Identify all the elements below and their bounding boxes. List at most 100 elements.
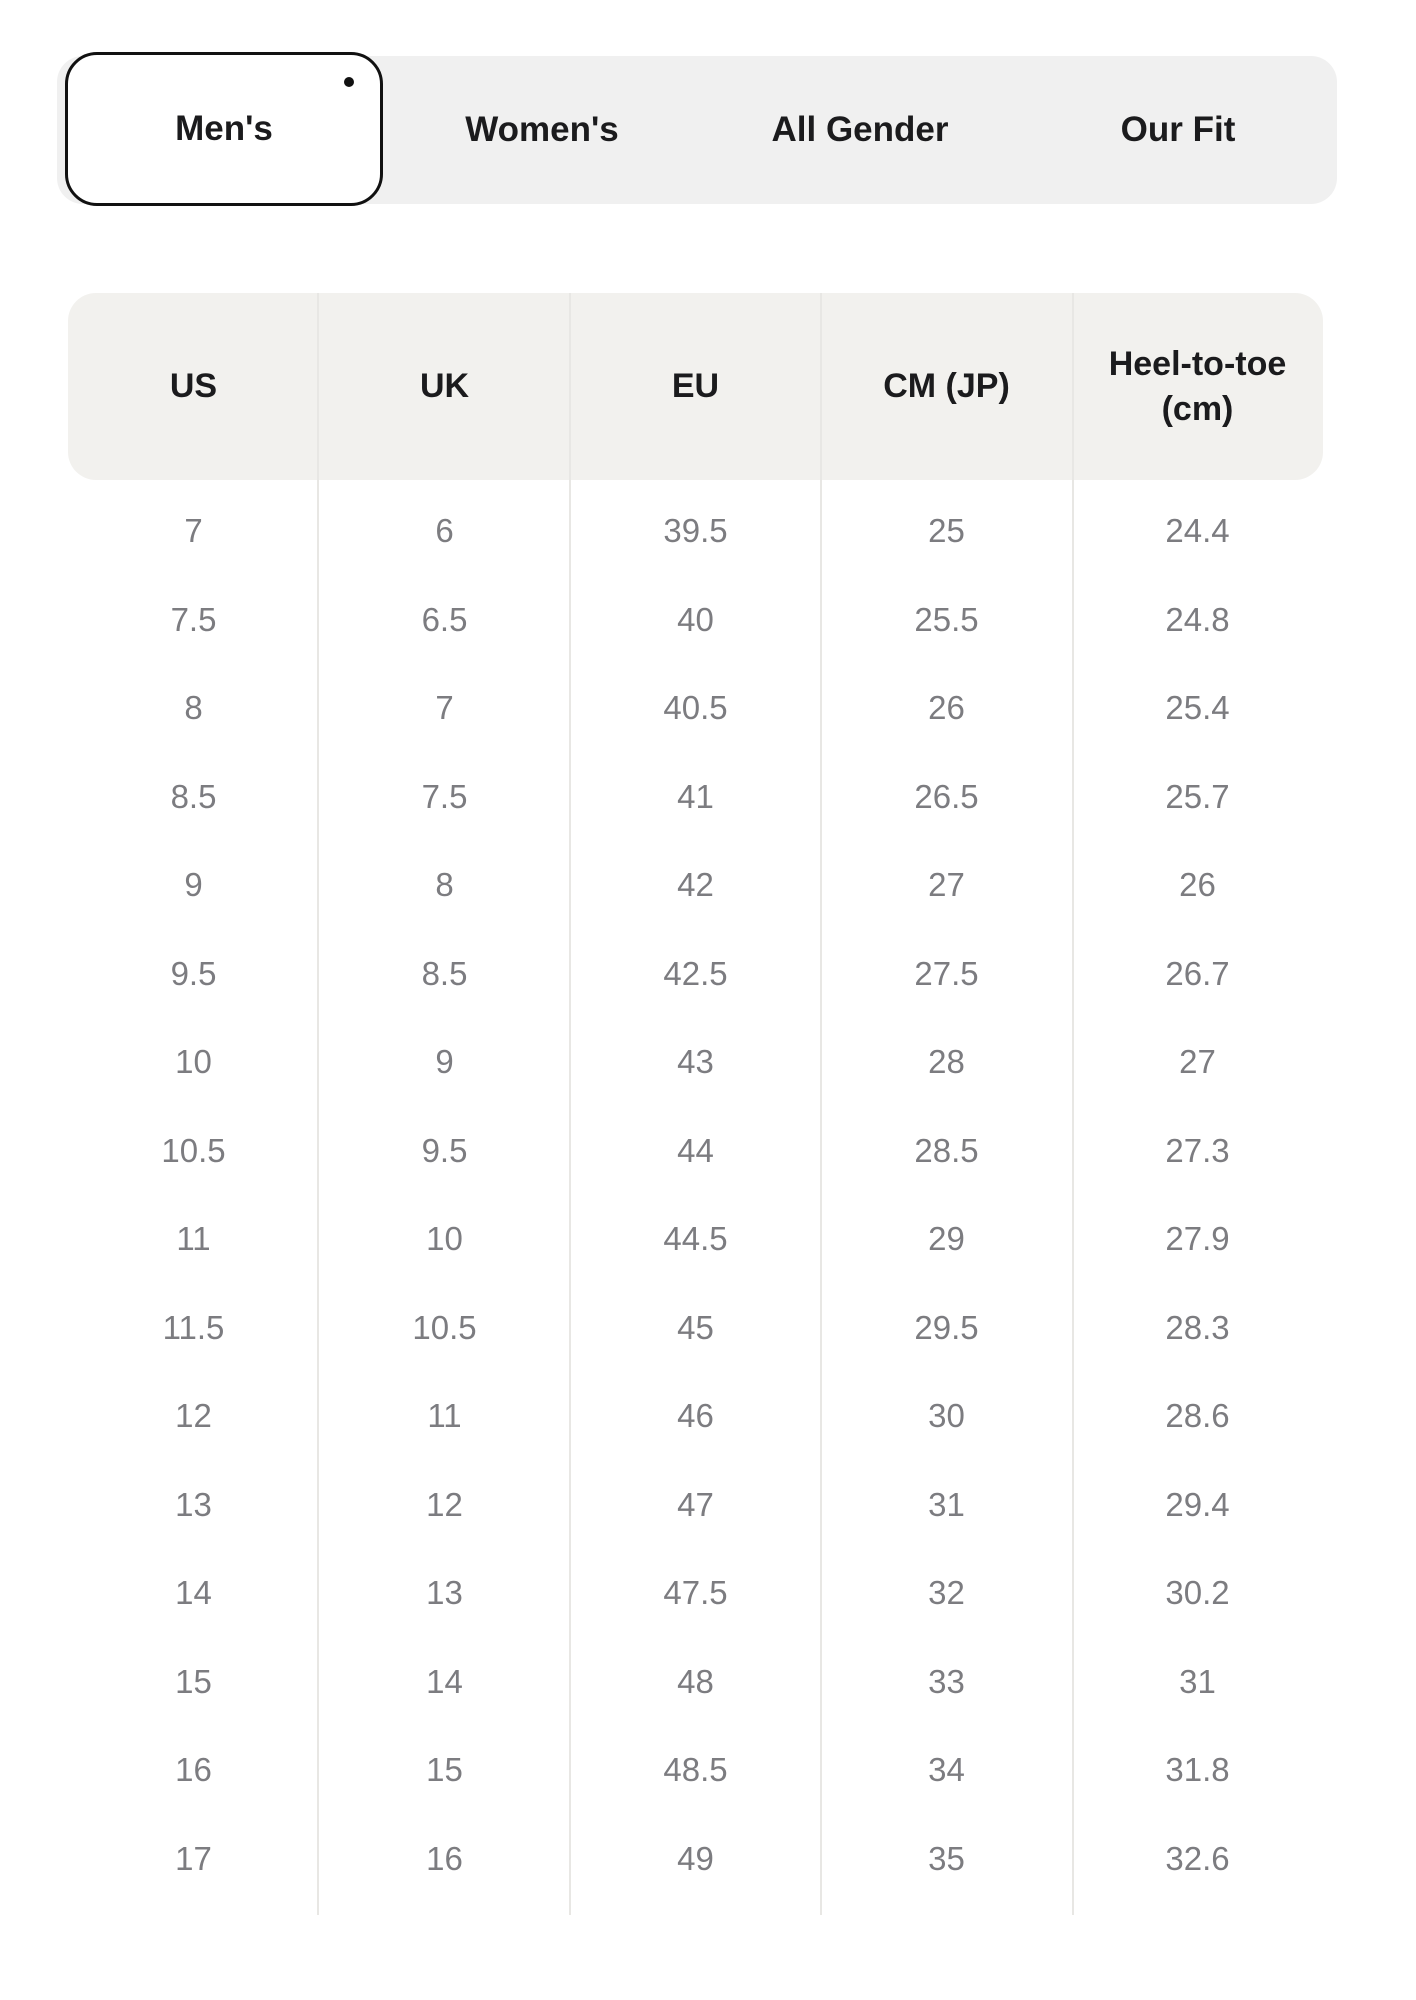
tab-label: Men's bbox=[175, 109, 273, 148]
size-cell: 7 bbox=[184, 512, 203, 550]
size-cell: 32 bbox=[928, 1574, 965, 1612]
size-cell: 31.8 bbox=[1165, 1751, 1230, 1789]
size-chart-body: 7 6 39.5 25 24.4 7.5 6.5 40 25.5 24.8 8 7 40.5 26 25.4… bbox=[68, 480, 1323, 1903]
size-cell: 31 bbox=[1179, 1662, 1216, 1700]
column-divider bbox=[1072, 293, 1074, 1915]
size-cell: 24.4 bbox=[1165, 512, 1230, 550]
column-header-heel-to-toe-cm: Heel-to-toe (cm) bbox=[1108, 345, 1287, 428]
tab-label: Our Fit bbox=[1120, 110, 1236, 149]
size-cell: 28.5 bbox=[914, 1131, 979, 1169]
column-divider bbox=[317, 293, 319, 1915]
size-cell: 26.5 bbox=[914, 777, 979, 815]
size-cell: 6.5 bbox=[421, 600, 468, 638]
size-cell: 15 bbox=[426, 1751, 463, 1789]
size-cell: 13 bbox=[175, 1485, 212, 1523]
size-cell: 48.5 bbox=[663, 1751, 728, 1789]
size-cell: 28 bbox=[928, 1043, 965, 1081]
size-cell: 40.5 bbox=[663, 689, 728, 727]
size-cell: 28.3 bbox=[1165, 1308, 1230, 1346]
size-chart-header-row: US UK EU CM (JP) Heel-to-toe (cm) bbox=[68, 293, 1323, 480]
size-cell: 26 bbox=[1179, 866, 1216, 904]
size-cell: 17 bbox=[175, 1839, 212, 1877]
size-cell: 26.7 bbox=[1165, 954, 1230, 992]
size-cell: 9 bbox=[435, 1043, 454, 1081]
size-cell: 44 bbox=[677, 1131, 714, 1169]
size-cell: 10.5 bbox=[161, 1131, 226, 1169]
size-cell: 25.5 bbox=[914, 600, 979, 638]
size-cell: 27.9 bbox=[1165, 1220, 1230, 1258]
tab-all-gender[interactable]: All Gender bbox=[701, 56, 1019, 204]
size-cell: 44.5 bbox=[663, 1220, 728, 1258]
size-cell: 31 bbox=[928, 1485, 965, 1523]
column-divider bbox=[820, 293, 822, 1915]
size-cell: 49 bbox=[677, 1839, 714, 1877]
size-cell: 29 bbox=[928, 1220, 965, 1258]
size-cell: 12 bbox=[426, 1485, 463, 1523]
size-cell: 27 bbox=[1179, 1043, 1216, 1081]
size-cell: 43 bbox=[677, 1043, 714, 1081]
size-cell: 25 bbox=[928, 512, 965, 550]
size-cell: 8 bbox=[184, 689, 203, 727]
column-header-uk: UK bbox=[419, 367, 470, 406]
size-cell: 45 bbox=[677, 1308, 714, 1346]
size-cell: 26 bbox=[928, 689, 965, 727]
size-cell: 8.5 bbox=[421, 954, 468, 992]
size-cell: 42.5 bbox=[663, 954, 728, 992]
size-cell: 7.5 bbox=[421, 777, 468, 815]
size-cell: 47 bbox=[677, 1485, 714, 1523]
size-cell: 28.6 bbox=[1165, 1397, 1230, 1435]
size-cell: 35 bbox=[928, 1839, 965, 1877]
tab-label: All Gender bbox=[771, 110, 949, 149]
size-cell: 9 bbox=[184, 866, 203, 904]
size-cell: 30 bbox=[928, 1397, 965, 1435]
column-divider bbox=[569, 293, 571, 1915]
size-cell: 48 bbox=[677, 1662, 714, 1700]
size-cell: 12 bbox=[175, 1397, 212, 1435]
column-header-cm-jp: CM (JP) bbox=[883, 367, 1010, 406]
size-cell: 11 bbox=[176, 1220, 211, 1258]
size-cell: 8 bbox=[435, 866, 454, 904]
size-cell: 13 bbox=[426, 1574, 463, 1612]
column-header-eu: EU bbox=[671, 367, 720, 406]
size-cell: 27.5 bbox=[914, 954, 979, 992]
column-header-us: US bbox=[169, 367, 218, 406]
size-cell: 15 bbox=[175, 1662, 212, 1700]
size-cell: 27.3 bbox=[1165, 1131, 1230, 1169]
mens-size-chart: US UK EU CM (JP) Heel-to-toe (cm) 7 6 39.5 25 24… bbox=[68, 293, 1323, 1915]
size-cell: 8.5 bbox=[170, 777, 217, 815]
size-cell: 11 bbox=[427, 1397, 462, 1435]
tab-men-s[interactable]: Men's bbox=[65, 52, 383, 206]
size-cell: 7.5 bbox=[170, 600, 217, 638]
size-cell: 6 bbox=[435, 512, 454, 550]
size-cell: 25.7 bbox=[1165, 777, 1230, 815]
size-cell: 34 bbox=[928, 1751, 965, 1789]
size-cell: 46 bbox=[677, 1397, 714, 1435]
size-cell: 16 bbox=[175, 1751, 212, 1789]
size-cell: 11.5 bbox=[162, 1308, 225, 1346]
active-tab-indicator-dot bbox=[344, 77, 354, 87]
size-cell: 9.5 bbox=[170, 954, 217, 992]
size-cell: 10 bbox=[426, 1220, 463, 1258]
size-cell: 41 bbox=[677, 777, 714, 815]
size-cell: 30.2 bbox=[1165, 1574, 1230, 1612]
size-cell: 16 bbox=[426, 1839, 463, 1877]
size-cell: 29.4 bbox=[1165, 1485, 1230, 1523]
size-cell: 9.5 bbox=[421, 1131, 468, 1169]
size-cell: 33 bbox=[928, 1662, 965, 1700]
size-cell: 42 bbox=[677, 866, 714, 904]
size-cell: 39.5 bbox=[663, 512, 728, 550]
size-cell: 29.5 bbox=[914, 1308, 979, 1346]
size-cell: 14 bbox=[426, 1662, 463, 1700]
tab-label: Women's bbox=[465, 110, 619, 149]
size-cell: 32.6 bbox=[1165, 1839, 1230, 1877]
tab-our-fit[interactable]: Our Fit bbox=[1019, 56, 1337, 204]
size-cell: 10.5 bbox=[412, 1308, 477, 1346]
gender-tab-bar: Men's Women's All Gender Our Fit bbox=[57, 52, 1337, 206]
size-cell: 7 bbox=[435, 689, 454, 727]
size-cell: 27 bbox=[928, 866, 965, 904]
size-cell: 10 bbox=[175, 1043, 212, 1081]
tab-women-s[interactable]: Women's bbox=[383, 56, 701, 204]
size-cell: 24.8 bbox=[1165, 600, 1230, 638]
size-cell: 25.4 bbox=[1165, 689, 1230, 727]
size-cell: 14 bbox=[175, 1574, 212, 1612]
